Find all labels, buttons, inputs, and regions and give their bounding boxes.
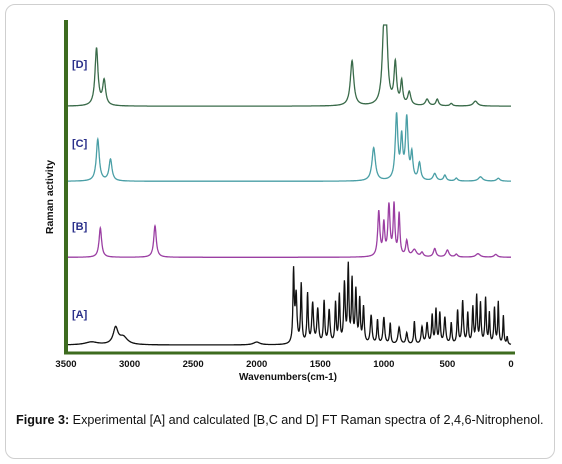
x-axis-label: Wavenumbers(cm-1) <box>239 372 337 383</box>
x-tick-label: 500 <box>439 359 455 370</box>
x-tick-label: 3000 <box>119 359 140 370</box>
figure-caption: Figure 3: Experimental [A] and calculate… <box>16 413 544 428</box>
series-label-a: [A] <box>72 309 88 321</box>
caption-text: Experimental [A] and calculated [B,C and… <box>69 413 544 427</box>
x-tick-label: 2500 <box>183 359 204 370</box>
x-tick-label: 1500 <box>310 359 331 370</box>
series-label-b: [B] <box>72 221 88 233</box>
caption-label: Figure 3: <box>16 413 70 427</box>
series-label-d: [D] <box>72 59 88 71</box>
series-layer <box>66 24 512 346</box>
x-tick-label: 1000 <box>373 359 394 370</box>
series-label-c: [C] <box>72 138 88 150</box>
figure-card <box>5 4 555 459</box>
x-tick-layer: 3500 3000 2500 2000 1500 1000 500 0 <box>55 359 513 370</box>
spectrum-line-a <box>66 261 512 346</box>
raman-chart: [A] [B] [C] [D] 3500 3000 2500 2000 1500 1000 500… <box>44 20 515 383</box>
spectrum-line-c <box>66 112 511 182</box>
spectrum-line-b <box>66 201 511 258</box>
series-label-layer: [A] [B] [C] [D] <box>72 59 88 321</box>
x-tick-label: 2000 <box>246 359 267 370</box>
y-axis-label: Raman activity <box>44 160 56 234</box>
x-tick-label: 3500 <box>55 359 76 370</box>
spectrum-line-d <box>66 24 511 107</box>
x-tick-label: 0 <box>508 359 513 370</box>
